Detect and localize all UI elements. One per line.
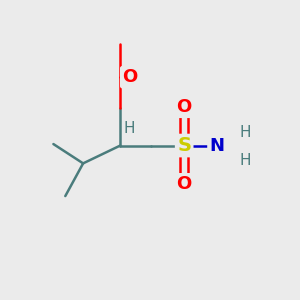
Text: O: O <box>122 68 137 86</box>
Text: S: S <box>177 136 191 155</box>
Text: O: O <box>177 175 192 193</box>
Text: H: H <box>239 125 251 140</box>
Text: H: H <box>123 121 135 136</box>
Text: N: N <box>209 136 224 154</box>
Text: H: H <box>239 153 251 168</box>
Text: O: O <box>177 98 192 116</box>
